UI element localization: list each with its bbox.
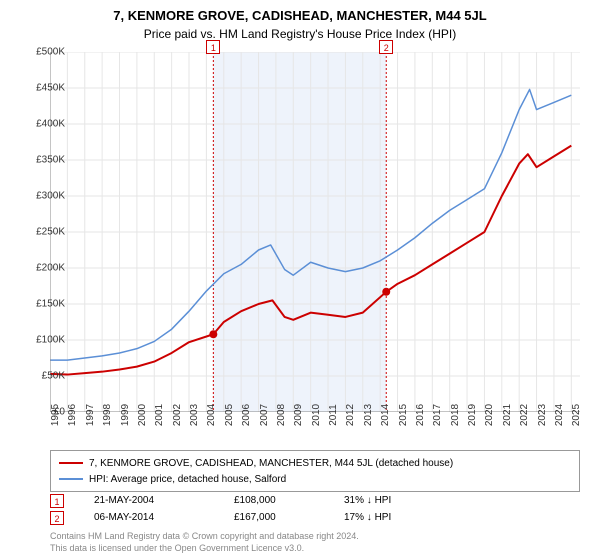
x-tick-label: 2007 <box>259 404 270 426</box>
x-tick-label: 2001 <box>154 404 165 426</box>
x-tick-label: 1998 <box>102 404 113 426</box>
subtitle: Price paid vs. HM Land Registry's House … <box>0 27 600 41</box>
chart-container: 7, KENMORE GROVE, CADISHEAD, MANCHESTER,… <box>0 0 600 560</box>
sale-marker: 1 <box>50 494 64 508</box>
sale-date: 21-MAY-2004 <box>94 495 204 506</box>
footer-line-2: This data is licensed under the Open Gov… <box>50 542 359 554</box>
legend-label: HPI: Average price, detached house, Salf… <box>89 474 286 485</box>
sale-delta: 31% ↓ HPI <box>344 495 391 506</box>
x-tick-label: 1995 <box>50 404 61 426</box>
x-tick-label: 2004 <box>206 404 217 426</box>
x-tick-label: 2006 <box>241 404 252 426</box>
x-tick-label: 1999 <box>120 404 131 426</box>
x-tick-label: 2022 <box>519 404 530 426</box>
y-tick-label: £500K <box>25 47 65 58</box>
x-tick-label: 2016 <box>415 404 426 426</box>
y-tick-label: £450K <box>25 83 65 94</box>
x-tick-label: 2017 <box>432 404 443 426</box>
sale-delta: 17% ↓ HPI <box>344 512 391 523</box>
vline-marker-1: 1 <box>206 40 220 54</box>
x-tick-label: 2019 <box>467 404 478 426</box>
x-tick-label: 2009 <box>293 404 304 426</box>
y-tick-label: £50K <box>25 371 65 382</box>
sale-row: 2 06-MAY-2014 £167,000 17% ↓ HPI <box>50 509 580 526</box>
x-tick-label: 2025 <box>571 404 582 426</box>
x-tick-label: 2000 <box>137 404 148 426</box>
y-tick-label: £200K <box>25 263 65 274</box>
x-tick-label: 1996 <box>67 404 78 426</box>
x-tick-label: 2014 <box>380 404 391 426</box>
x-tick-label: 2003 <box>189 404 200 426</box>
address-title: 7, KENMORE GROVE, CADISHEAD, MANCHESTER,… <box>0 8 600 23</box>
x-tick-label: 2024 <box>554 404 565 426</box>
x-tick-label: 2012 <box>345 404 356 426</box>
x-tick-label: 2010 <box>311 404 322 426</box>
legend-label: 7, KENMORE GROVE, CADISHEAD, MANCHESTER,… <box>89 458 453 469</box>
x-tick-label: 2008 <box>276 404 287 426</box>
y-tick-label: £350K <box>25 155 65 166</box>
x-tick-label: 2021 <box>502 404 513 426</box>
line-chart <box>50 52 580 412</box>
sale-date: 06-MAY-2014 <box>94 512 204 523</box>
title-block: 7, KENMORE GROVE, CADISHEAD, MANCHESTER,… <box>0 0 600 41</box>
y-tick-label: £400K <box>25 119 65 130</box>
sale-price: £108,000 <box>234 495 314 506</box>
y-tick-label: £250K <box>25 227 65 238</box>
x-tick-label: 2023 <box>537 404 548 426</box>
x-tick-label: 2002 <box>172 404 183 426</box>
x-tick-label: 2011 <box>328 404 339 426</box>
x-tick-label: 1997 <box>85 404 96 426</box>
y-tick-label: £300K <box>25 191 65 202</box>
x-tick-label: 2018 <box>450 404 461 426</box>
legend-item: 7, KENMORE GROVE, CADISHEAD, MANCHESTER,… <box>59 455 571 471</box>
x-tick-label: 2020 <box>484 404 495 426</box>
sale-marker: 2 <box>50 511 64 525</box>
legend-swatch <box>59 478 83 480</box>
y-tick-label: £100K <box>25 335 65 346</box>
sales-table: 1 21-MAY-2004 £108,000 31% ↓ HPI 2 06-MAY-201… <box>50 492 580 526</box>
vline-marker-2: 2 <box>379 40 393 54</box>
x-tick-label: 2015 <box>398 404 409 426</box>
legend: 7, KENMORE GROVE, CADISHEAD, MANCHESTER,… <box>50 450 580 492</box>
x-tick-label: 2005 <box>224 404 235 426</box>
legend-swatch <box>59 462 83 464</box>
y-tick-label: £150K <box>25 299 65 310</box>
x-tick-label: 2013 <box>363 404 374 426</box>
footer-line-1: Contains HM Land Registry data © Crown c… <box>50 530 359 542</box>
sale-price: £167,000 <box>234 512 314 523</box>
legend-item: HPI: Average price, detached house, Salf… <box>59 471 571 487</box>
sale-row: 1 21-MAY-2004 £108,000 31% ↓ HPI <box>50 492 580 509</box>
footer: Contains HM Land Registry data © Crown c… <box>50 530 359 554</box>
